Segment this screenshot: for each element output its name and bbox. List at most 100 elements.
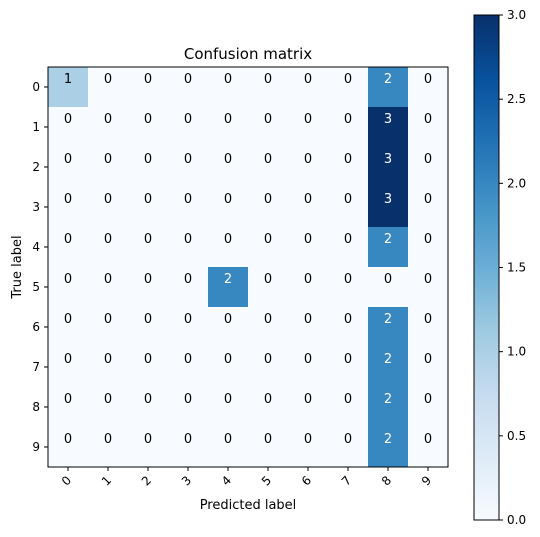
- cell-value-label: 3: [384, 112, 392, 127]
- heatmap-cell: [168, 307, 208, 347]
- heatmap-cell: [48, 427, 88, 467]
- y-tick-label: 6: [32, 320, 40, 334]
- heatmap-cell: [48, 147, 88, 187]
- heatmap-cell: [408, 107, 448, 147]
- cell-value-label: 0: [304, 272, 312, 287]
- cell-value-label: 0: [104, 72, 112, 87]
- heatmap-cell: [248, 107, 288, 147]
- heatmap-cell: [168, 147, 208, 187]
- y-tick-label: 1: [32, 120, 40, 134]
- cell-value-label: 0: [424, 232, 432, 247]
- cell-value-label: 0: [184, 192, 192, 207]
- heatmap-cell: [368, 227, 408, 267]
- colorbar-tick-label: 3.0: [507, 8, 526, 22]
- cell-value-label: 0: [104, 312, 112, 327]
- heatmap-cell: [88, 227, 128, 267]
- cell-value-label: 0: [64, 352, 72, 367]
- x-tick-label: 9: [419, 473, 434, 488]
- heatmap-cell: [368, 147, 408, 187]
- heatmap-cell: [328, 347, 368, 387]
- colorbar-tick-label: 1.5: [507, 261, 526, 275]
- cell-value-label: 0: [344, 312, 352, 327]
- heatmap-cell: [48, 67, 88, 107]
- y-tick-label: 4: [32, 240, 40, 254]
- cell-value-label: 0: [144, 152, 152, 167]
- heatmap-cell: [128, 187, 168, 227]
- heatmap-cell: [128, 67, 168, 107]
- cell-value-label: 0: [144, 232, 152, 247]
- colorbar-ticks: 0.0 0.5 1.0 1.5 2.0 2.5 3.0: [499, 8, 526, 527]
- colorbar-tick-label: 0.0: [507, 513, 526, 527]
- y-tick-label: 5: [32, 280, 40, 294]
- heatmap-cell: [208, 347, 248, 387]
- y-axis-ticks: 0 1 2 3 4 5 6 7 8 9: [32, 80, 48, 454]
- cell-value-label: 0: [104, 152, 112, 167]
- y-tick-label: 7: [32, 360, 40, 374]
- cell-value-label: 0: [64, 392, 72, 407]
- cell-value-label: 0: [184, 112, 192, 127]
- heatmap-cell: [368, 187, 408, 227]
- heatmap-cell: [208, 227, 248, 267]
- heatmap-cell: [168, 427, 208, 467]
- cell-value-label: 0: [304, 232, 312, 247]
- heatmap-cell: [288, 107, 328, 147]
- x-axis-ticks: 0 1 2 3 4 5 6 7 8 9: [59, 467, 434, 489]
- cell-value-label: 0: [304, 432, 312, 447]
- cell-value-label: 0: [264, 152, 272, 167]
- heatmap-cell: [128, 267, 168, 307]
- cell-value-label: 2: [384, 352, 392, 367]
- heatmap-cell: [88, 387, 128, 427]
- cell-value-label: 0: [184, 312, 192, 327]
- cell-value-label: 0: [264, 312, 272, 327]
- heatmap-cells: [48, 67, 448, 467]
- colorbar-tick-label: 2.5: [507, 92, 526, 106]
- cell-value-label: 0: [184, 432, 192, 447]
- heatmap-cell: [248, 427, 288, 467]
- heatmap-cell: [128, 147, 168, 187]
- cell-value-label: 0: [224, 112, 232, 127]
- cell-value-label: 0: [144, 72, 152, 87]
- cell-value-label: 0: [224, 72, 232, 87]
- cell-value-label: 0: [304, 352, 312, 367]
- cell-value-label: 0: [344, 352, 352, 367]
- heatmap-cell: [408, 427, 448, 467]
- heatmap-cell: [88, 427, 128, 467]
- heatmap-cell: [48, 187, 88, 227]
- cell-value-label: 0: [424, 392, 432, 407]
- heatmap-cell: [288, 227, 328, 267]
- cell-value-label: 0: [344, 432, 352, 447]
- x-tick-label: 7: [339, 473, 354, 488]
- x-tick-label: 5: [259, 473, 274, 488]
- cell-value-label: 0: [104, 432, 112, 447]
- y-tick-label: 8: [32, 400, 40, 414]
- heatmap-cell: [288, 187, 328, 227]
- cell-value-label: 0: [224, 152, 232, 167]
- cell-value-label: 2: [384, 432, 392, 447]
- cell-value-label: 2: [384, 312, 392, 327]
- heatmap-cell: [48, 227, 88, 267]
- heatmap-cell: [48, 307, 88, 347]
- cell-value-label: 0: [184, 72, 192, 87]
- heatmap-cell: [88, 307, 128, 347]
- cell-value-label: 0: [264, 272, 272, 287]
- heatmap-cell: [328, 187, 368, 227]
- x-tick-label: 1: [99, 473, 114, 488]
- heatmap-cell: [88, 267, 128, 307]
- heatmap-cell: [128, 427, 168, 467]
- x-tick-label: 4: [219, 473, 234, 488]
- heatmap-cell: [408, 307, 448, 347]
- cell-value-label: 0: [224, 392, 232, 407]
- heatmap-cell: [128, 107, 168, 147]
- cell-value-label: 0: [224, 232, 232, 247]
- heatmap-cell: [408, 347, 448, 387]
- heatmap-cell: [88, 347, 128, 387]
- cell-value-label: 0: [104, 392, 112, 407]
- heatmap-cell: [48, 107, 88, 147]
- cell-value-label: 0: [264, 192, 272, 207]
- heatmap-cell: [408, 187, 448, 227]
- heatmap-cell: [408, 147, 448, 187]
- cell-value-label: 0: [344, 152, 352, 167]
- cell-value-label: 0: [344, 192, 352, 207]
- cell-value-label: 0: [344, 232, 352, 247]
